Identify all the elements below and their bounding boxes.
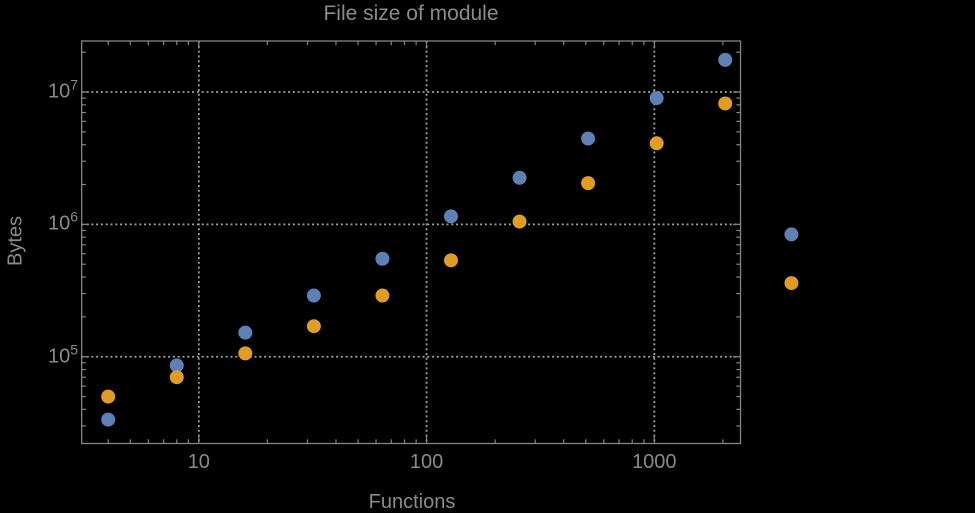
data-point-orange (443, 253, 458, 268)
y-axis-label: Bytes (4, 215, 27, 267)
data-point-blue (101, 412, 116, 427)
data-point-blue (169, 358, 184, 373)
y-tick-base: 10 (47, 80, 71, 103)
x-tick-label: 10 (187, 451, 210, 473)
plot-frame (81, 40, 742, 445)
y-tick-base: 10 (47, 212, 71, 235)
data-point-orange (238, 346, 253, 361)
data-point-orange (306, 319, 321, 334)
data-point-orange (718, 96, 733, 111)
data-point-orange (375, 288, 390, 303)
data-point-blue (581, 131, 596, 146)
y-tick-exponent: 7 (70, 76, 78, 93)
x-tick-label: 100 (409, 451, 444, 473)
y-tick-label: 107 (47, 78, 78, 103)
data-point-blue (784, 227, 799, 242)
data-point-blue (375, 251, 390, 266)
y-tick-label: 105 (47, 342, 78, 368)
data-point-orange (512, 214, 527, 229)
data-point-orange (784, 276, 799, 291)
y-tick-exponent: 5 (70, 341, 78, 358)
data-point-orange (581, 176, 596, 191)
y-tick-label: 106 (47, 210, 78, 235)
y-tick-base: 10 (47, 345, 71, 368)
data-point-blue (512, 170, 527, 185)
data-point-blue (306, 288, 321, 303)
data-point-blue (649, 91, 664, 106)
data-point-blue (443, 209, 458, 224)
data-point-orange (101, 389, 116, 404)
y-tick-exponent: 6 (70, 209, 78, 226)
x-tick-label: 1000 (632, 451, 677, 473)
data-point-orange (649, 136, 664, 151)
data-point-blue (238, 325, 253, 340)
data-point-blue (718, 52, 733, 67)
x-axis-label: Functions (368, 491, 456, 513)
chart-title: File size of module (323, 2, 499, 25)
data-point-orange (169, 370, 184, 385)
